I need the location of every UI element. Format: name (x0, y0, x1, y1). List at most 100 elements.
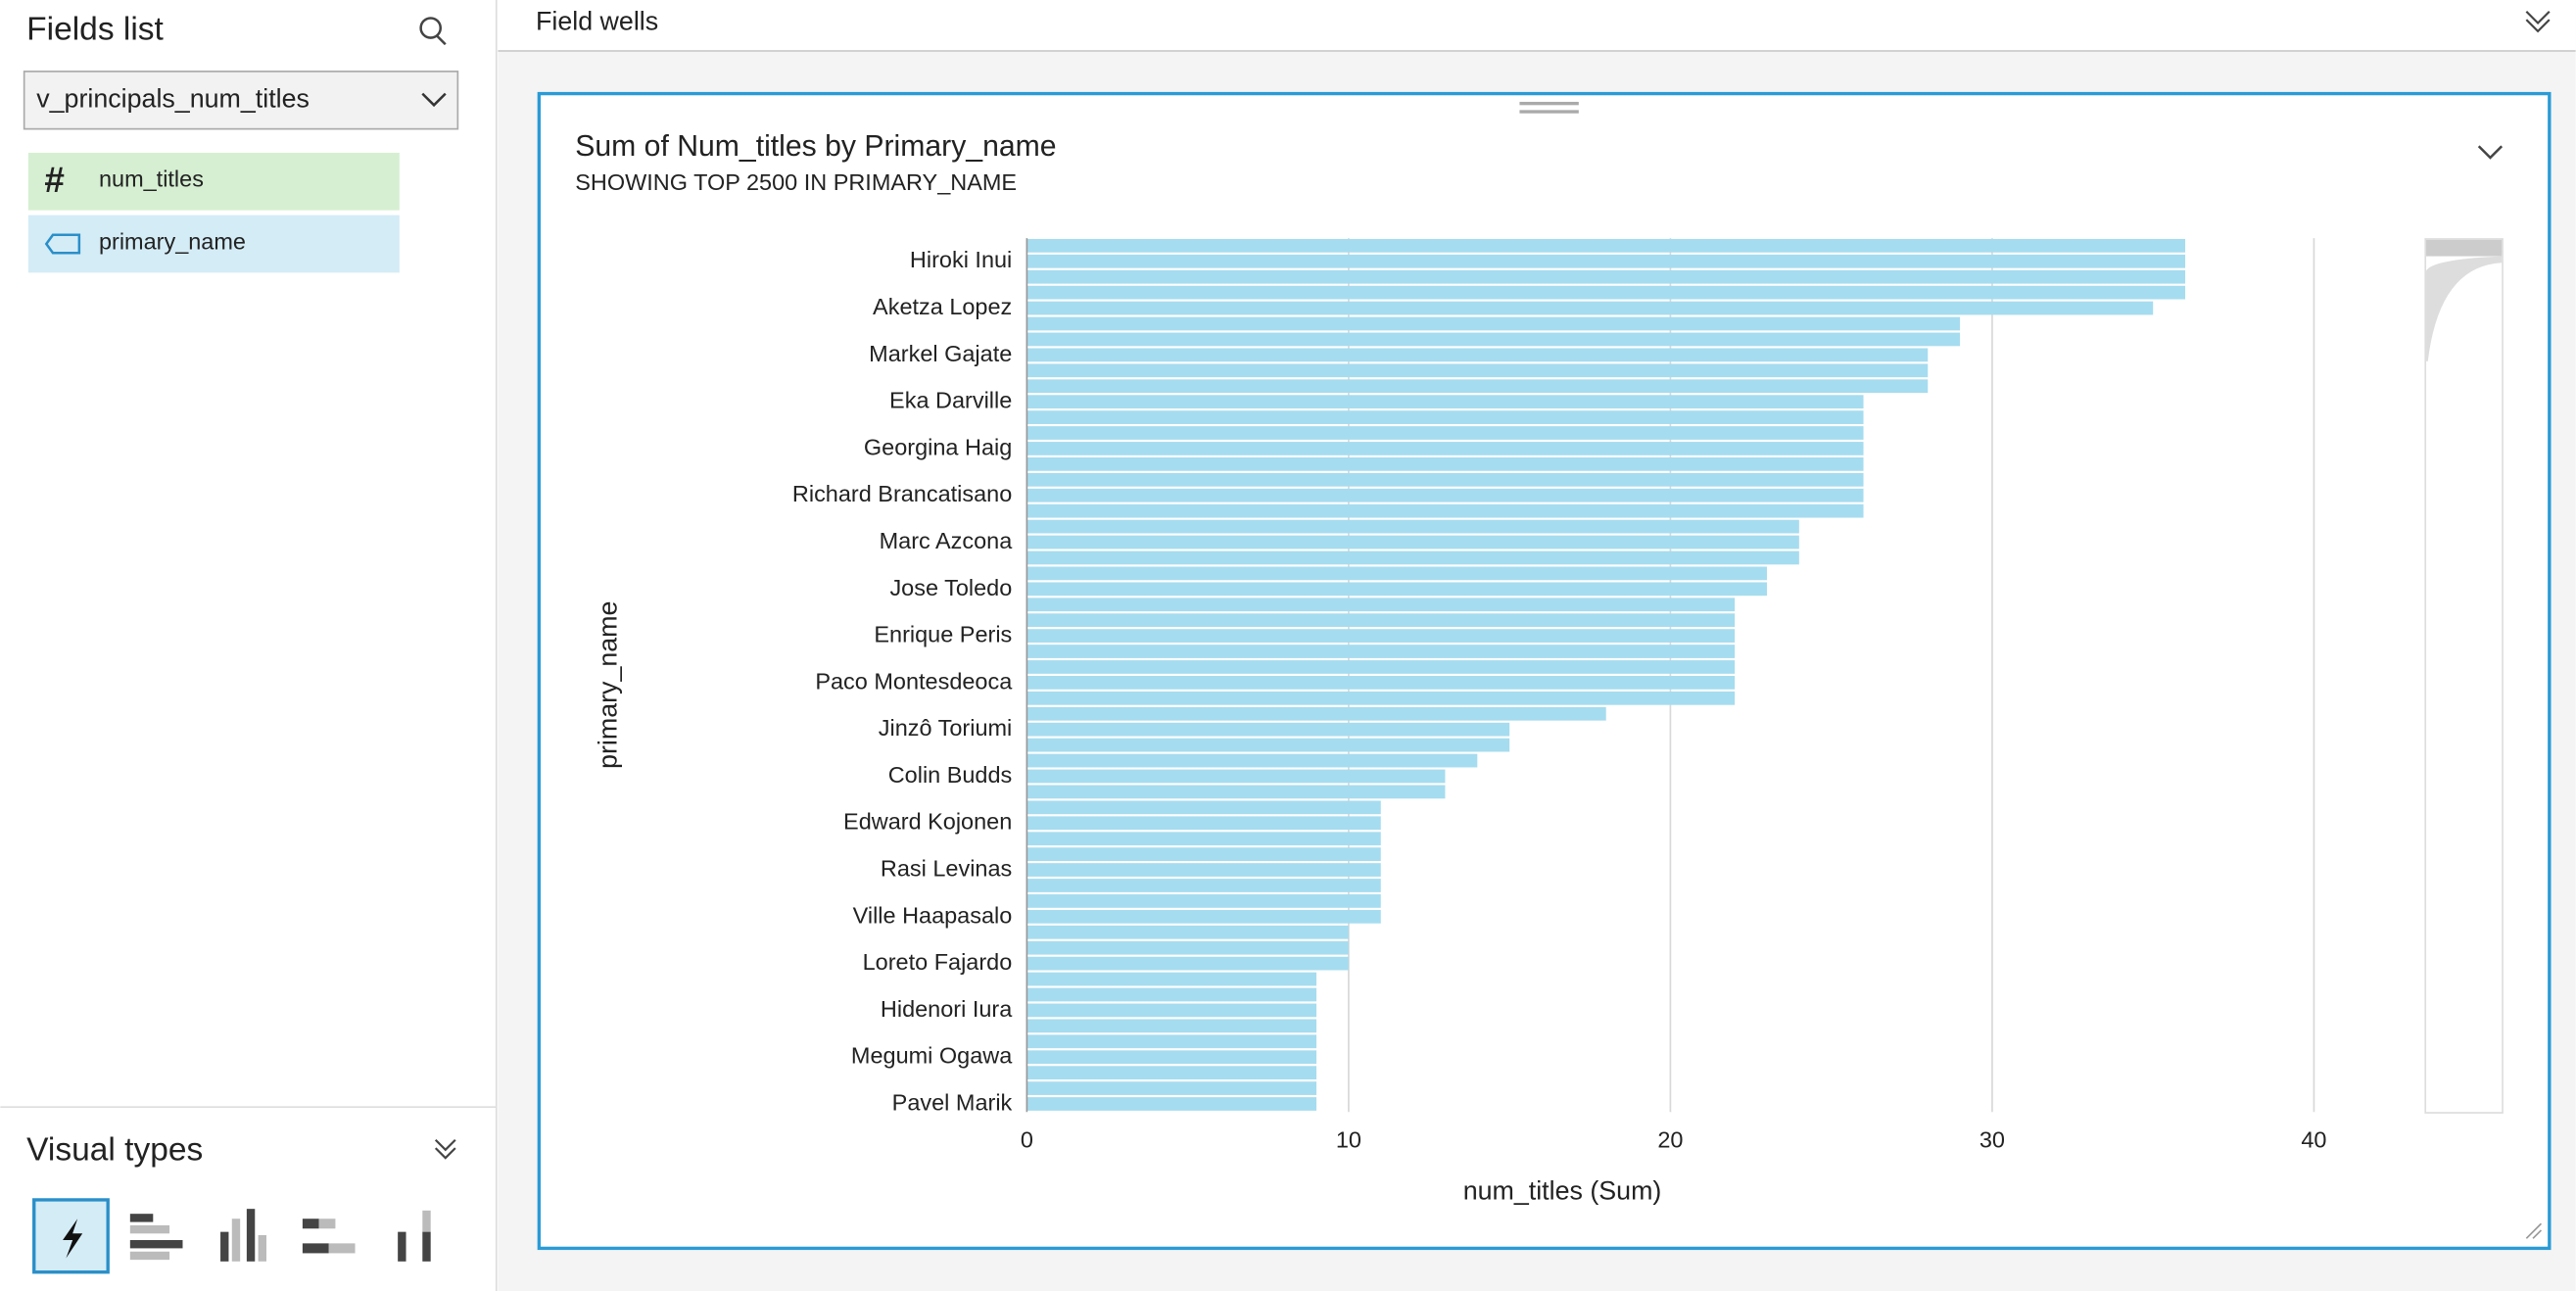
y-tick-label: Richard Brancatisano (792, 481, 1012, 506)
y-tick-label: Eka Darville (889, 388, 1012, 413)
bar (1026, 800, 1381, 815)
bar (1026, 956, 1349, 971)
y-tick-label: Markel Gajate (869, 341, 1012, 366)
bar (1026, 566, 1767, 581)
mini-scrollbar[interactable] (2424, 238, 2504, 1114)
y-tick-label: Edward Kojonen (843, 809, 1012, 835)
collapse-icon[interactable] (434, 1138, 456, 1160)
bar (1026, 879, 1381, 892)
bar (1026, 395, 1864, 409)
bar (1026, 925, 1349, 939)
bar (1026, 722, 1510, 737)
bar (1026, 332, 1961, 347)
bar (1026, 691, 1736, 705)
visual-types-title: Visual types (26, 1131, 203, 1168)
bar (1026, 285, 2186, 300)
bar (1026, 832, 1381, 846)
visual-type-vbar[interactable] (220, 1209, 267, 1262)
y-tick-label: Aketza Lopez (873, 294, 1012, 319)
bar (1026, 457, 1864, 471)
visual-menu[interactable] (2477, 145, 2504, 160)
bar (1026, 472, 1864, 487)
y-tick-label: Marc Azcona (880, 528, 1014, 553)
bar (1026, 519, 1799, 534)
bar (1026, 972, 1317, 986)
bar (1026, 753, 1478, 768)
bar (1026, 442, 1864, 455)
field-label: primary_name (99, 228, 246, 254)
bar (1026, 1081, 1317, 1095)
dataset-dropdown[interactable]: v_principals_num_titles (23, 71, 459, 130)
bar (1026, 816, 1381, 831)
y-tick-label: Paco Montesdeoca (815, 668, 1013, 693)
bar (1026, 316, 1961, 331)
bar (1026, 613, 1736, 628)
expand-icon[interactable] (2525, 10, 2551, 33)
x-tick-label: 10 (1336, 1127, 1361, 1153)
search-icon[interactable] (419, 17, 447, 46)
bar (1026, 987, 1317, 1002)
bar (1026, 894, 1381, 908)
bar (1026, 629, 1736, 643)
bar (1026, 1066, 1317, 1080)
x-tick-label: 0 (1021, 1127, 1033, 1153)
visual-type-stacked-vbar[interactable] (398, 1210, 431, 1262)
y-tick-label: Hidenori Iura (881, 996, 1013, 1022)
y-tick-label: Colin Budds (888, 762, 1013, 788)
number-icon: # (44, 160, 65, 200)
chart-subtitle: SHOWING TOP 2500 IN PRIMARY_NAME (575, 169, 1017, 195)
bar (1026, 940, 1349, 955)
dataset-name: v_principals_num_titles (36, 83, 310, 113)
bar (1026, 503, 1864, 518)
visual-type-hbar[interactable] (129, 1214, 183, 1261)
bar (1026, 1034, 1317, 1049)
bar (1026, 1019, 1317, 1033)
bar (1026, 238, 2186, 253)
bar (1026, 738, 1510, 752)
bar (1026, 1050, 1317, 1065)
x-tick-label: 30 (1980, 1127, 2005, 1153)
chart-title: Sum of Num_titles by Primary_name (575, 130, 1056, 163)
y-tick-label: Jinzô Toriumi (879, 715, 1013, 741)
bar (1026, 410, 1864, 424)
bar (1026, 1097, 1317, 1111)
field-wells-title: Field wells (536, 7, 658, 36)
bar (1026, 582, 1767, 597)
visual-type-autograph[interactable] (32, 1198, 110, 1274)
bar (1026, 645, 1736, 658)
drag-handle[interactable] (1519, 101, 1579, 114)
bar (1026, 535, 1799, 550)
x-tick-label: 40 (2301, 1127, 2326, 1153)
bar (1026, 706, 1606, 721)
y-tick-label: Jose Toledo (889, 575, 1012, 600)
bar (1026, 847, 1381, 862)
y-tick-label: Georgina Haig (864, 434, 1012, 459)
y-tick-label: Enrique Peris (874, 622, 1012, 647)
y-tick-label: Rasi Levinas (881, 856, 1012, 882)
y-tick-label: Ville Haapasalo (853, 902, 1013, 928)
x-axis-label: num_titles (Sum) (1463, 1175, 1662, 1205)
y-tick-label: Loreto Fajardo (863, 949, 1013, 975)
visual-type-stacked-hbar[interactable] (302, 1219, 356, 1254)
bar (1026, 660, 1736, 674)
field-primary-name[interactable]: primary_name (27, 215, 400, 273)
bar (1026, 785, 1446, 799)
bar (1026, 269, 2186, 284)
bar (1026, 676, 1736, 690)
bar (1026, 1003, 1317, 1018)
field-wells-bar[interactable] (498, 0, 2576, 51)
bar (1026, 301, 2154, 315)
bar (1026, 348, 1929, 362)
bar (1026, 550, 1799, 565)
bar (1026, 863, 1381, 877)
bar (1026, 488, 1864, 502)
bar (1026, 363, 1929, 378)
bar (1026, 598, 1736, 612)
bar (1026, 769, 1446, 784)
y-tick-label: Hiroki Inui (910, 247, 1012, 272)
field-num-titles[interactable]: # num_titles (27, 152, 400, 211)
resize-handle[interactable] (2525, 1222, 2543, 1239)
bar (1026, 426, 1864, 440)
